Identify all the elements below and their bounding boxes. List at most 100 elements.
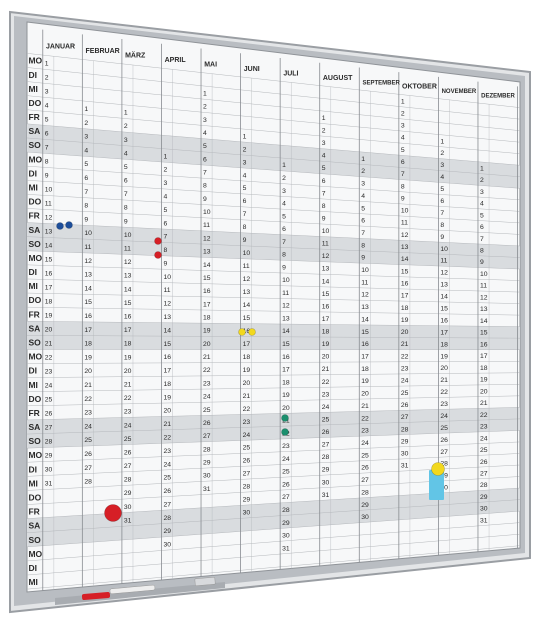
day-number: 1 (124, 110, 128, 117)
weekday-label: FR (28, 507, 39, 517)
month-header: DEZEMBER (481, 94, 515, 100)
day-number: 31 (203, 486, 211, 493)
day-number: 9 (440, 234, 444, 241)
day-number: 8 (322, 203, 326, 210)
marker-pen (81, 591, 111, 601)
day-number: 25 (322, 416, 330, 423)
day-number: 25 (45, 397, 53, 404)
day-number: 28 (124, 477, 132, 484)
day-number: 12 (203, 235, 211, 242)
magnet-red-1 (154, 237, 162, 245)
day-number: 22 (401, 353, 409, 360)
day-number: 7 (361, 230, 365, 237)
row-line-4 (26, 109, 521, 154)
day-number: 17 (84, 327, 92, 334)
day-number: 24 (322, 404, 330, 411)
day-number: 5 (361, 205, 365, 212)
day-number: 29 (124, 490, 132, 497)
day-number: 19 (361, 378, 369, 385)
month-header: SEPTEMBER (362, 80, 400, 86)
day-number: 23 (163, 448, 171, 455)
weekend-row-20 (27, 335, 520, 350)
row-line-20 (26, 335, 521, 339)
day-number: 10 (203, 209, 211, 216)
day-number: 3 (401, 123, 405, 130)
row-line-17 (26, 292, 521, 304)
magnet-red-2 (154, 251, 162, 259)
day-number: 2 (45, 74, 49, 81)
calendar-labels: MO DI MI DO FR SA SO MO DI MI DO FR SA SO MO DI MI DO FR SA… (28, 44, 515, 587)
day-number: 30 (282, 533, 290, 540)
month-header: AUGUST (323, 75, 353, 82)
day-number: 12 (282, 303, 290, 310)
day-number: 18 (401, 305, 409, 312)
day-number: 17 (243, 341, 251, 348)
day-number: 11 (361, 279, 368, 286)
day-number: 29 (480, 494, 488, 501)
day-number: 17 (124, 327, 132, 334)
day-number: 1 (440, 138, 444, 145)
day-number: 10 (440, 246, 448, 253)
day-number: 27 (440, 449, 448, 456)
day-number: 17 (401, 293, 409, 300)
day-number: 28 (361, 489, 369, 496)
day-number: 11 (440, 258, 447, 265)
row-line-14 (26, 250, 521, 270)
day-number: 16 (401, 280, 409, 287)
day-number: 15 (282, 341, 290, 348)
day-number: 24 (361, 440, 369, 447)
row-line-37 (26, 533, 521, 576)
day-number: 3 (282, 188, 286, 195)
weekend-row-27 (27, 418, 520, 449)
day-number: 17 (282, 367, 290, 374)
day-number: 27 (480, 470, 488, 477)
day-number: 6 (84, 175, 88, 182)
day-number: 15 (243, 315, 251, 322)
weekday-label: MI (28, 84, 37, 94)
day-number: 14 (322, 278, 330, 285)
day-number: 4 (440, 174, 444, 181)
day-number: 14 (243, 302, 251, 309)
day-number: 4 (124, 150, 128, 157)
day-number: 9 (361, 255, 365, 262)
day-number: 15 (440, 305, 448, 312)
row-line-27 (26, 418, 521, 435)
day-number: 19 (45, 313, 53, 320)
day-number: 26 (440, 437, 448, 444)
weekday-label: MO (28, 154, 42, 164)
day-number: 14 (401, 256, 409, 263)
day-number: 13 (163, 314, 171, 321)
day-number: 12 (361, 292, 369, 299)
day-number: 6 (480, 224, 484, 231)
month-header: MÄRZ (125, 52, 146, 60)
day-number: 1 (322, 115, 326, 122)
magnet-card (429, 470, 444, 500)
day-number: 8 (243, 224, 247, 231)
month-header: JUNI (244, 66, 260, 73)
row-line-9 (26, 180, 521, 212)
day-number: 6 (361, 218, 365, 225)
day-number: 3 (84, 134, 88, 141)
day-number: 20 (282, 405, 290, 412)
weekend-row-26 (27, 407, 520, 435)
day-number: 19 (401, 317, 409, 324)
day-number: 13 (322, 266, 330, 273)
day-number: 28 (401, 426, 409, 433)
day-number: 16 (124, 314, 132, 321)
day-number: 23 (401, 366, 409, 373)
day-number: 28 (440, 461, 448, 468)
day-number: 16 (480, 341, 488, 348)
eraser-tray (194, 576, 216, 587)
row-line-5 (26, 123, 521, 166)
day-number: 15 (361, 329, 369, 336)
day-number: 23 (361, 428, 369, 435)
day-number: 8 (440, 222, 444, 229)
row-line-36 (26, 522, 521, 562)
day-number: 9 (480, 259, 484, 266)
day-number: 7 (243, 211, 247, 218)
day-number: 13 (401, 244, 409, 251)
day-number: 18 (243, 354, 251, 361)
day-number: 23 (243, 419, 251, 426)
day-number: 16 (322, 303, 330, 310)
day-number: 2 (401, 110, 405, 117)
